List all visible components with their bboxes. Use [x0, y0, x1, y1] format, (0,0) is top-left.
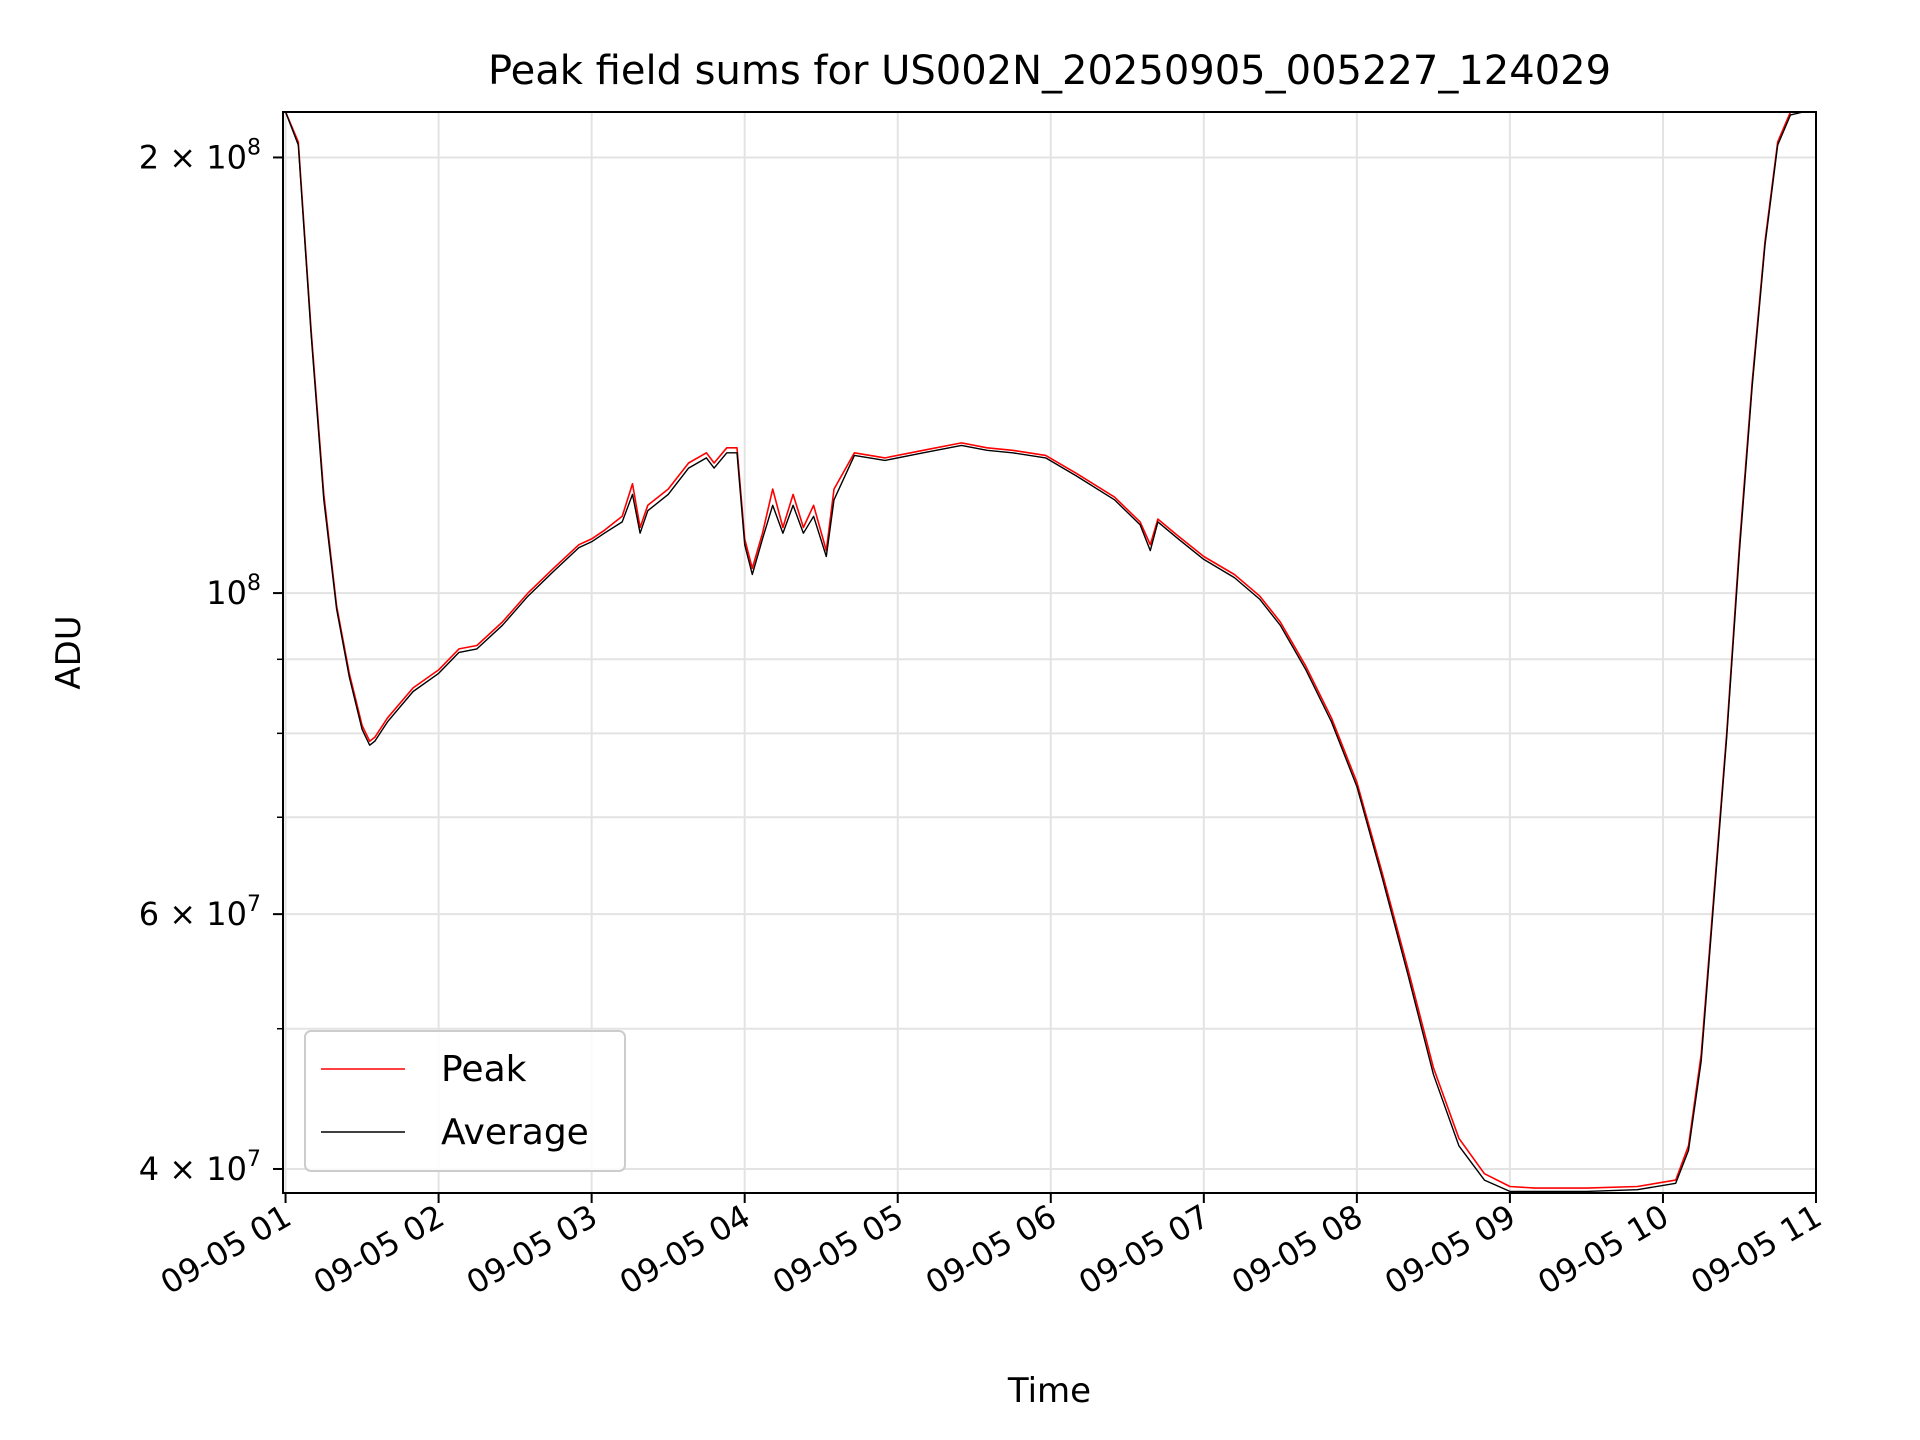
series-line-peak	[284, 111, 1811, 1189]
y-tick-label: 6 × 107	[139, 892, 261, 933]
x-axis-label: Time	[1007, 1371, 1091, 1411]
y-tick-label: 2 × 108	[139, 135, 261, 176]
y-tick-label: 4 × 107	[139, 1147, 261, 1188]
legend: Peak Average	[304, 1030, 626, 1172]
plot-frame	[282, 111, 1817, 1194]
series-line-average	[284, 111, 1811, 1193]
legend-box	[304, 1030, 626, 1172]
legend-label-peak: Peak	[441, 1049, 527, 1090]
y-axis-label: ADU	[49, 615, 89, 689]
series-lines	[284, 111, 1811, 1193]
y-tick-label: 108	[206, 571, 261, 612]
chart-title: Peak field sums for US002N_20250905_0052…	[488, 48, 1611, 94]
legend-label-average: Average	[441, 1112, 589, 1153]
